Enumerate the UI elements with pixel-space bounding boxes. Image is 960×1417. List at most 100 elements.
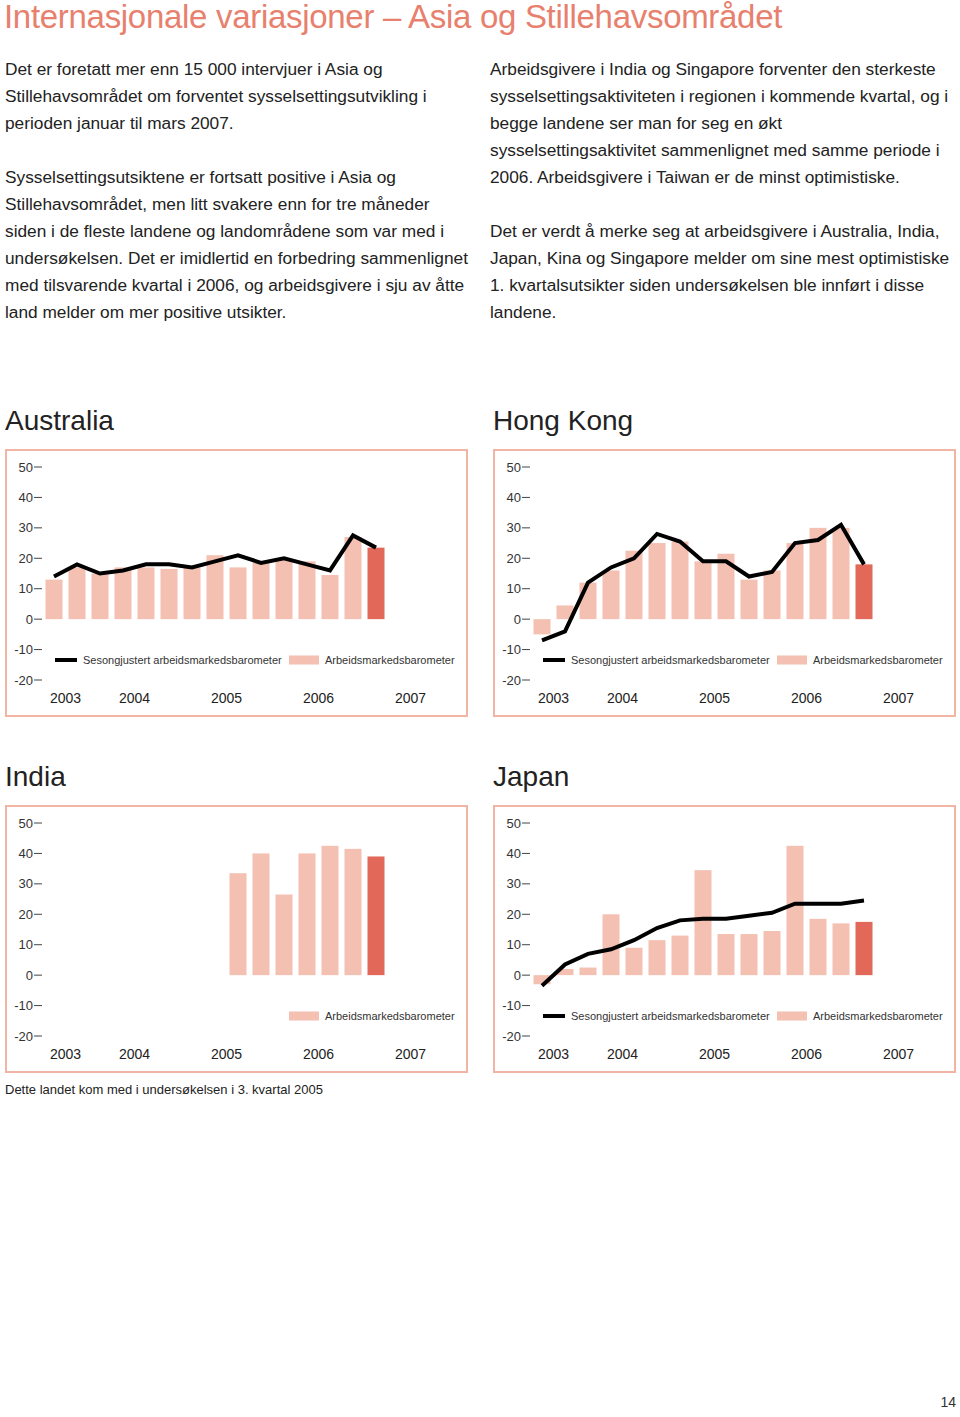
line xyxy=(54,535,376,576)
bar xyxy=(230,873,247,975)
y-tick xyxy=(34,914,42,915)
y-tick xyxy=(34,497,42,498)
y-tick xyxy=(522,649,530,650)
bar xyxy=(253,853,270,975)
plot-area xyxy=(230,846,385,975)
bar xyxy=(534,619,551,634)
y-tick xyxy=(34,588,42,589)
y-tick xyxy=(522,527,530,528)
y-tick xyxy=(522,853,530,854)
y-tick-label: 10 xyxy=(19,937,33,952)
y-tick-label: 40 xyxy=(507,846,521,861)
plot-area xyxy=(534,525,873,641)
legend-label: Arbeidsmarkedsbarometer xyxy=(325,1010,455,1022)
y-tick xyxy=(34,883,42,884)
y-tick xyxy=(34,619,42,620)
y-tick xyxy=(522,680,530,681)
x-tick-label: 2004 xyxy=(607,1046,638,1062)
y-tick-label: 30 xyxy=(507,520,521,535)
y-tick xyxy=(522,975,530,976)
legend-label: Arbeidsmarkedsbarometer xyxy=(325,654,455,666)
legend-swatch xyxy=(289,656,319,665)
y-tick-label: -20 xyxy=(502,673,521,688)
y-tick xyxy=(34,558,42,559)
y-tick-label: 50 xyxy=(507,460,521,475)
y-tick-label: -10 xyxy=(502,998,521,1013)
y-tick-label: -20 xyxy=(14,1029,33,1044)
bar xyxy=(649,940,666,975)
bar xyxy=(764,931,781,975)
page-title: Internasjonale variasjoner – Asia og Sti… xyxy=(4,0,782,36)
y-tick-label: 0 xyxy=(26,968,33,983)
y-tick-label: 40 xyxy=(507,490,521,505)
bar xyxy=(672,936,689,976)
x-tick-label: 2006 xyxy=(791,1046,822,1062)
bar xyxy=(833,528,850,619)
page-number: 14 xyxy=(940,1394,956,1410)
legend-swatch xyxy=(543,1014,565,1018)
bar xyxy=(810,919,827,975)
legend-label: Arbeidsmarkedsbarometer xyxy=(813,654,943,666)
bar xyxy=(69,567,86,619)
bar xyxy=(345,849,362,975)
legend-swatch xyxy=(777,1012,807,1021)
x-tick-label: 2004 xyxy=(119,1046,150,1062)
x-tick-label: 2004 xyxy=(119,690,150,706)
bar xyxy=(253,561,270,619)
bar xyxy=(322,846,339,975)
x-tick-label: 2006 xyxy=(791,690,822,706)
line xyxy=(542,901,864,986)
bar xyxy=(276,560,293,619)
chart: Japan-20-1001020304050200320042005200620… xyxy=(493,761,955,1072)
y-tick xyxy=(522,588,530,589)
y-tick xyxy=(34,467,42,468)
bar xyxy=(787,543,804,619)
bar xyxy=(741,934,758,975)
chart-title: India xyxy=(5,761,66,792)
y-tick-label: 30 xyxy=(19,520,33,535)
legend-swatch xyxy=(543,658,565,662)
y-tick-label: 50 xyxy=(507,816,521,831)
bar xyxy=(718,934,735,975)
charts: Australia-20-100102030405020032004200520… xyxy=(0,0,960,1417)
line xyxy=(542,525,864,641)
bar xyxy=(695,561,712,619)
left-column: Det er foretatt mer enn 15 000 intervjue… xyxy=(5,56,468,353)
legend-label: Arbeidsmarkedsbarometer xyxy=(813,1010,943,1022)
x-tick-label: 2007 xyxy=(883,690,914,706)
bar xyxy=(856,922,873,975)
bar xyxy=(787,846,804,975)
x-tick-label: 2007 xyxy=(395,690,426,706)
y-tick xyxy=(522,497,530,498)
x-tick-label: 2007 xyxy=(883,1046,914,1062)
bar xyxy=(322,575,339,619)
bar xyxy=(856,564,873,619)
y-tick-label: 40 xyxy=(19,846,33,861)
bar xyxy=(603,914,620,975)
x-tick-label: 2003 xyxy=(538,690,569,706)
y-tick-label: 0 xyxy=(514,612,521,627)
x-tick-label: 2007 xyxy=(395,1046,426,1062)
y-tick-label: 20 xyxy=(19,551,33,566)
paragraph: Det er verdt å merke seg at arbeidsgiver… xyxy=(490,218,952,326)
bar xyxy=(138,567,155,619)
bar xyxy=(92,574,109,620)
y-tick-label: 30 xyxy=(507,876,521,891)
chart-frame xyxy=(494,806,955,1072)
paragraph: Det er foretatt mer enn 15 000 intervjue… xyxy=(5,56,468,137)
bar xyxy=(580,968,597,976)
bar xyxy=(833,923,850,975)
y-tick-label: 10 xyxy=(507,937,521,952)
page: Internasjonale variasjoner – Asia og Sti… xyxy=(0,0,960,1417)
y-tick xyxy=(522,883,530,884)
chart-title: Hong Kong xyxy=(493,405,633,436)
y-tick xyxy=(522,1005,530,1006)
y-tick xyxy=(522,1036,530,1037)
y-tick xyxy=(34,975,42,976)
chart: Australia-20-100102030405020032004200520… xyxy=(5,405,467,716)
x-tick-label: 2005 xyxy=(211,690,242,706)
y-tick xyxy=(34,649,42,650)
y-tick-label: 50 xyxy=(19,816,33,831)
y-tick xyxy=(522,619,530,620)
x-tick-label: 2003 xyxy=(50,1046,81,1062)
